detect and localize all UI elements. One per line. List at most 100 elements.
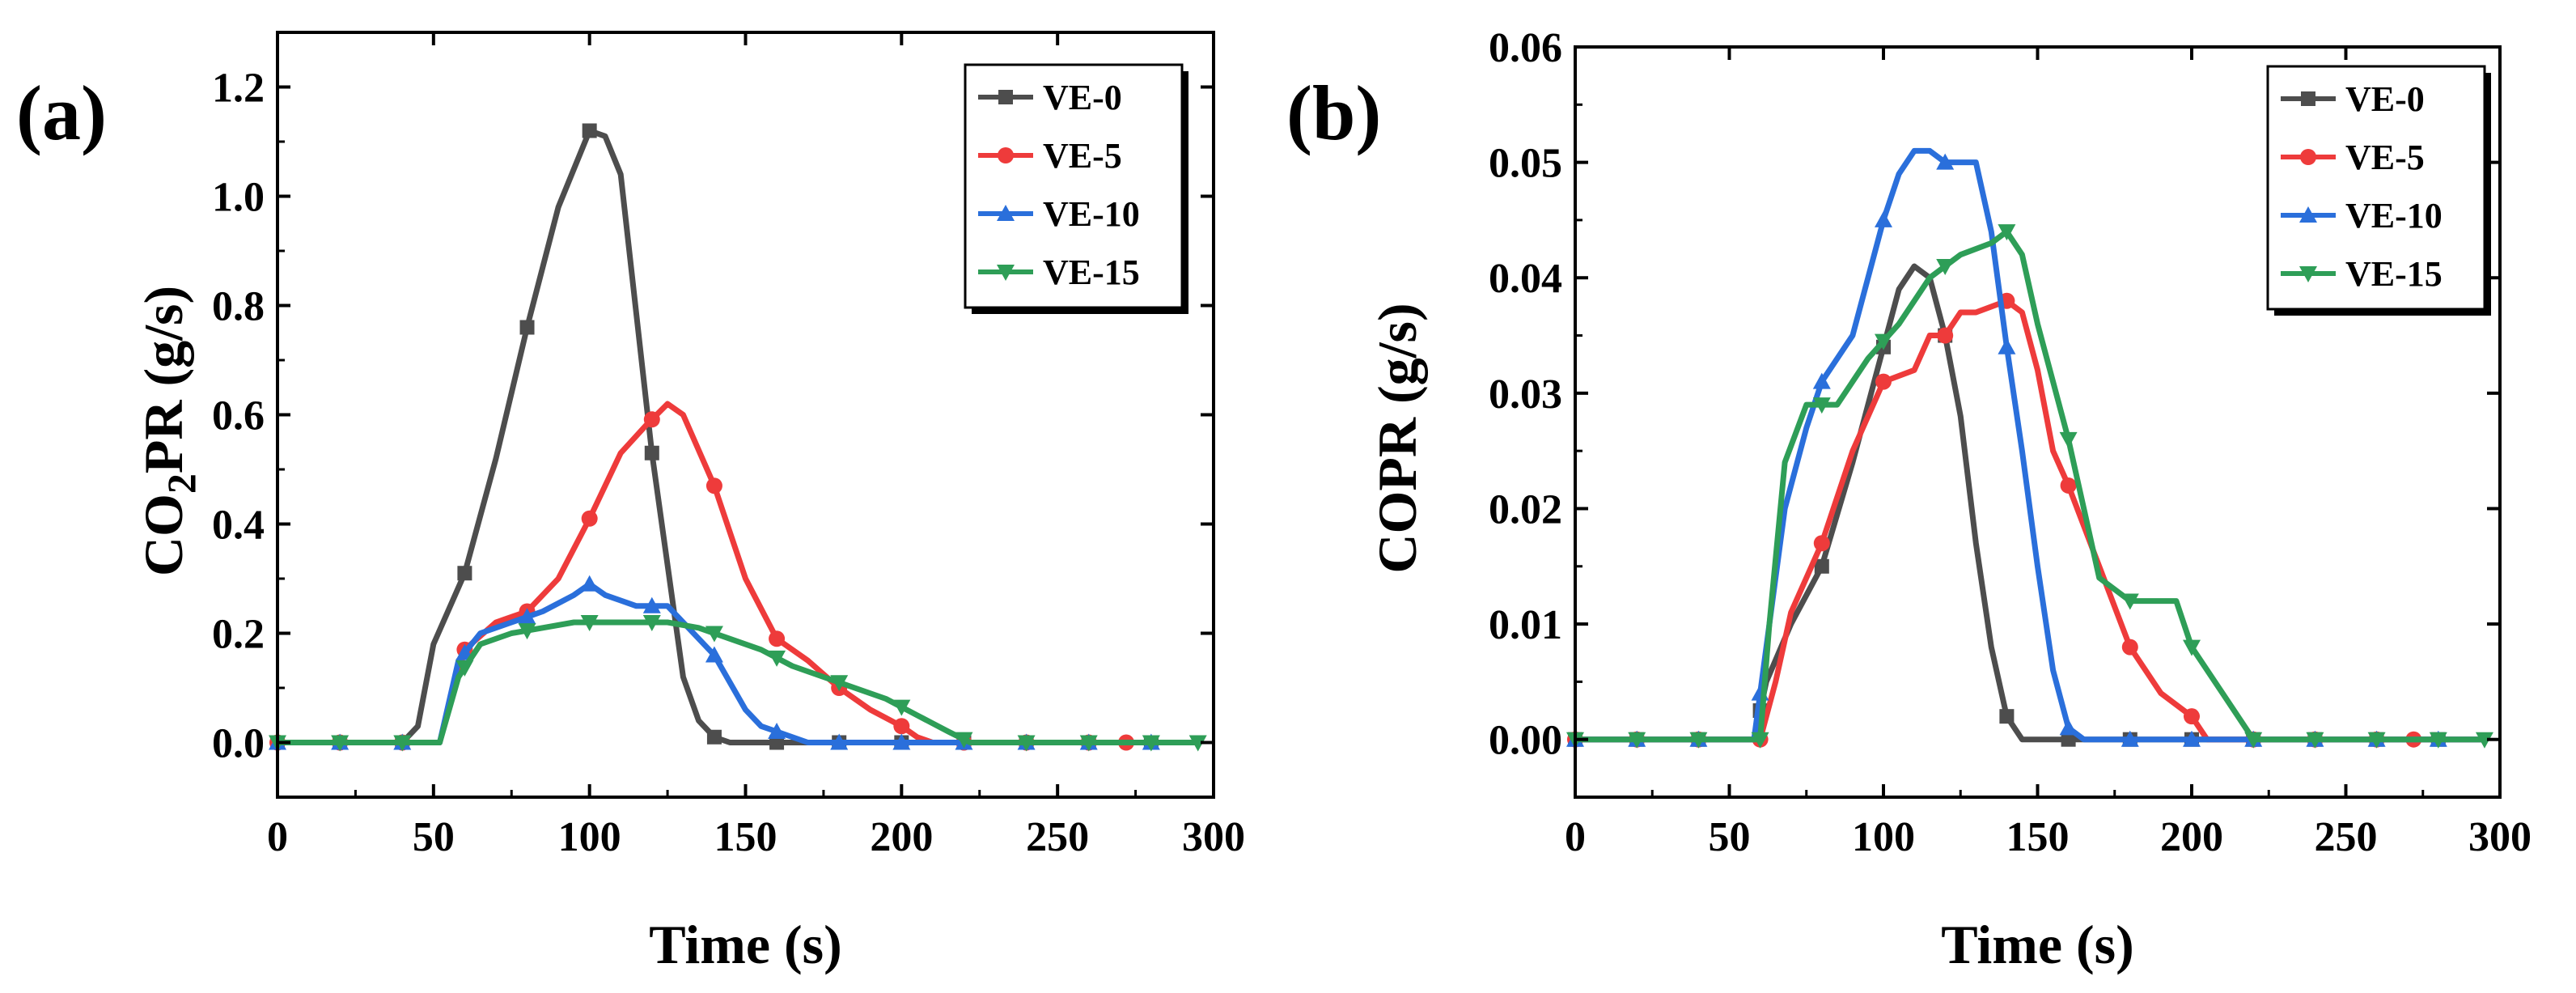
data-point-ve-15	[393, 735, 412, 752]
data-point-ve-15	[1689, 732, 1708, 749]
x-tick-label: 0	[267, 814, 288, 860]
data-point-ve-15	[2059, 431, 2078, 448]
x-tick-label: 250	[1026, 814, 1089, 860]
data-point-ve-5	[1937, 327, 1954, 344]
legend-swatch-marker	[997, 205, 1015, 221]
data-point-ve-0	[1814, 558, 1829, 574]
legend-label: VE-15	[1043, 252, 1140, 292]
data-point-ve-15	[1751, 732, 1769, 749]
data-point-ve-15	[1628, 732, 1646, 749]
data-point-ve-15	[892, 699, 911, 716]
y-axis-title: CO2PR (g/s)	[133, 286, 204, 576]
y-axis-title: COPR (g/s)	[1366, 303, 1428, 573]
y-tick-label: 1.0	[212, 175, 265, 221]
legend: VE-0 VE-5 VE-10 VE-15	[964, 63, 1188, 314]
legend-label: VE-10	[2345, 196, 2443, 236]
y-tick-label: 0.0	[212, 721, 265, 767]
x-axis-title: Time (s)	[1941, 914, 2134, 975]
y-tick-label: 0.6	[212, 393, 265, 439]
x-tick-label: 0	[1565, 814, 1586, 860]
data-point-ve-5	[643, 411, 660, 428]
data-point-ve-10	[2059, 719, 2078, 736]
series-line-ve-15	[1572, 228, 2488, 743]
data-point-ve-5	[705, 477, 722, 494]
data-point-ve-5	[581, 510, 598, 527]
legend: VE-0 VE-5 VE-10 VE-15	[2266, 65, 2491, 316]
data-point-ve-15	[331, 735, 350, 752]
data-point-ve-15	[1079, 735, 1098, 752]
x-tick-label: 100	[558, 814, 621, 860]
data-point-ve-5	[1813, 535, 1830, 552]
legend-swatch-marker	[2299, 266, 2317, 282]
data-point-ve-10	[705, 646, 723, 663]
data-point-ve-0	[582, 123, 597, 138]
y-axis-title-part: PR (g/s)	[133, 286, 194, 473]
data-point-ve-0	[519, 320, 535, 335]
data-point-ve-10	[518, 608, 536, 625]
y-tick-label: 0.01	[1489, 602, 1562, 648]
data-point-ve-15	[1812, 397, 1831, 414]
data-point-ve-10	[768, 723, 786, 739]
x-tick-label: 150	[2006, 814, 2070, 860]
legend-label: VE-0	[2345, 79, 2425, 119]
data-point-ve-0	[1999, 709, 2015, 724]
data-point-ve-5	[2121, 639, 2138, 656]
y-axis-title-subscript: 2	[159, 473, 204, 494]
data-point-ve-15	[1875, 333, 1892, 350]
chart-panel-b: (b) 0 50 100 150 200 250 300 0.00 0.01 0.02 0.03 0.0…	[1286, 25, 2532, 975]
data-point-ve-10	[580, 575, 599, 592]
panel-label: (b)	[1286, 70, 1381, 156]
data-point-ve-15	[2121, 593, 2139, 610]
legend-label: VE-0	[1043, 78, 1122, 117]
data-point-ve-10	[2183, 730, 2201, 747]
legend-label: VE-5	[1043, 136, 1122, 176]
legend-swatch-marker	[997, 265, 1015, 281]
data-point-ve-10	[830, 733, 849, 750]
y-tick-label: 0.03	[1489, 371, 1562, 418]
data-point-ve-0	[644, 445, 659, 460]
y-tick-label: 0.2	[212, 612, 265, 658]
y-axis-title-part: CO	[133, 494, 194, 576]
data-point-ve-15	[1936, 258, 1955, 275]
series-line-ve-10	[274, 581, 1201, 745]
legend-swatch-marker	[998, 147, 1014, 163]
data-point-ve-15	[2244, 732, 2263, 749]
data-point-ve-15	[2475, 732, 2493, 749]
data-point-ve-10	[642, 596, 661, 613]
data-point-ve-15	[955, 732, 973, 749]
data-point-ve-15	[1188, 735, 1207, 752]
legend-label: VE-10	[1043, 194, 1140, 234]
data-point-ve-5	[1875, 373, 1892, 390]
data-point-ve-15	[518, 623, 536, 640]
y-tick-label: 0.00	[1489, 718, 1562, 764]
legend-label: VE-15	[2345, 254, 2443, 294]
y-tick-label: 1.2	[212, 66, 265, 112]
data-point-ve-15	[580, 615, 599, 631]
data-point-ve-10	[1936, 153, 1955, 170]
y-tick-label: 0.8	[212, 284, 265, 330]
x-tick-label: 300	[2468, 814, 2532, 860]
data-point-ve-15	[705, 626, 723, 643]
data-point-ve-0	[2061, 732, 2076, 747]
data-point-ve-10	[2121, 730, 2139, 747]
legend-swatch-marker	[2299, 206, 2317, 223]
data-point-ve-15	[642, 615, 661, 631]
x-tick-label: 50	[1709, 814, 1751, 860]
x-tick-label: 100	[1852, 814, 1915, 860]
legend-swatch-marker	[2301, 91, 2315, 106]
data-point-ve-15	[1998, 224, 2016, 241]
x-tick-label: 200	[2160, 814, 2223, 860]
data-point-ve-15	[768, 650, 786, 667]
x-axis-title: Time (s)	[649, 914, 842, 975]
data-point-ve-15	[830, 675, 849, 692]
data-point-ve-0	[457, 566, 472, 581]
y-tick-label: 0.06	[1489, 25, 1562, 71]
data-point-ve-15	[2429, 732, 2447, 749]
x-tick-label: 300	[1182, 814, 1245, 860]
panel-label: (a)	[16, 70, 107, 156]
y-axis-title-part: COPR (g/s)	[1366, 303, 1428, 573]
x-tick-label: 250	[2315, 814, 2378, 860]
chart-panel-a: (a) 0 50 100 150 200 250 300 0.0 0.2 0.4 0.6 0.8 1.0 1…	[16, 31, 1245, 975]
y-tick-label: 0.4	[212, 503, 265, 549]
data-point-ve-15	[2306, 732, 2324, 749]
